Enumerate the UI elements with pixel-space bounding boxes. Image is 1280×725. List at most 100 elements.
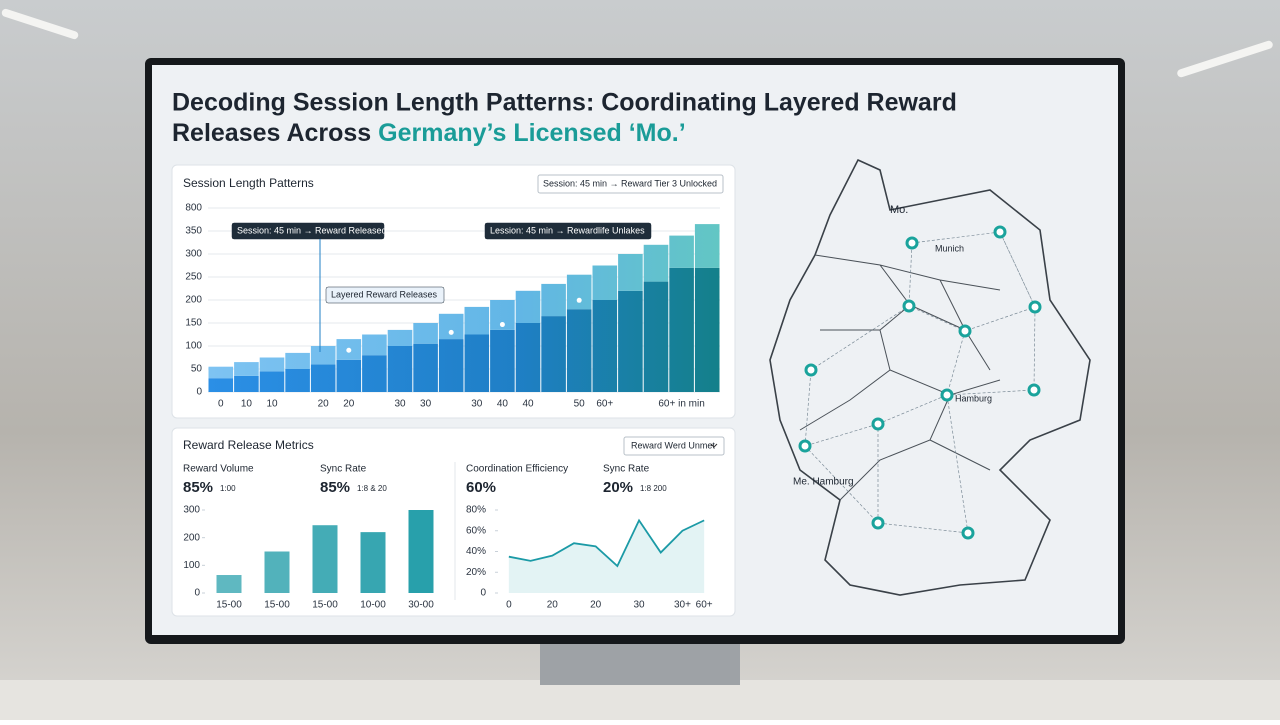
x-tick-label: 50 bbox=[574, 399, 586, 410]
bar-segment bbox=[694, 224, 720, 268]
bar-segment bbox=[387, 329, 413, 346]
node bbox=[871, 516, 885, 530]
x-tick-label: 30 bbox=[420, 399, 432, 410]
annotation-box bbox=[325, 286, 445, 304]
metric-label: Coordination Efficiency bbox=[466, 464, 568, 475]
bar-segment bbox=[669, 267, 694, 392]
monitor-stand bbox=[540, 640, 740, 685]
x-tick-label: 15-00 bbox=[312, 600, 338, 611]
dropdown[interactable] bbox=[623, 436, 725, 456]
metric-sub: 1:8 200 bbox=[640, 484, 667, 493]
x-tick-label: 20 bbox=[343, 399, 355, 410]
y-tick-label: 100 bbox=[185, 341, 202, 352]
node bbox=[905, 236, 919, 250]
bar-dot bbox=[576, 297, 582, 303]
x-tick-label: 20 bbox=[318, 399, 330, 410]
bar-segment bbox=[387, 346, 413, 392]
x-tick-label: 60+ bbox=[596, 399, 613, 410]
x-tick-label: 30 bbox=[633, 600, 645, 611]
metric-label: Reward Volume bbox=[183, 464, 254, 475]
metric-label: Sync Rate bbox=[320, 464, 367, 475]
y-tick-label: 350 bbox=[185, 226, 202, 237]
bar bbox=[312, 525, 338, 593]
bar-segment bbox=[362, 334, 387, 356]
bar-segment bbox=[669, 235, 694, 268]
y-tick-label: 0 bbox=[196, 387, 202, 398]
y-tick-label: 0 bbox=[480, 588, 486, 599]
bar-segment bbox=[541, 316, 566, 392]
y-tick-label: 40% bbox=[466, 546, 486, 557]
bar-segment bbox=[566, 309, 592, 392]
bar-segment bbox=[618, 290, 643, 392]
bar-segment bbox=[464, 334, 490, 392]
x-tick-label: 60+ bbox=[696, 600, 713, 611]
map: Mo. Munich Hamburg Me. Hamburg bbox=[769, 158, 1091, 596]
bar-segment bbox=[259, 357, 285, 372]
x-tick-label: 60+ in min bbox=[658, 399, 704, 410]
bar-dot bbox=[448, 329, 454, 335]
panel-title: Reward Release Metrics bbox=[183, 438, 314, 452]
metric-value: 20% bbox=[603, 479, 633, 496]
map-label: Munich bbox=[935, 243, 964, 253]
y-tick-label: 50 bbox=[191, 364, 203, 375]
bar-dot bbox=[346, 347, 352, 353]
metric-sub: 1:8 & 20 bbox=[357, 484, 387, 493]
x-tick-label: 15-00 bbox=[216, 600, 242, 611]
bar-segment bbox=[618, 254, 643, 291]
y-tick-label: 0 bbox=[194, 588, 200, 599]
x-tick-label: 0 bbox=[506, 600, 512, 611]
metric-value: 85% bbox=[320, 479, 350, 496]
bar-segment bbox=[643, 281, 669, 392]
map-label: Mo. bbox=[890, 204, 908, 216]
annotation: Layered Reward Releases bbox=[331, 289, 438, 299]
country-outline bbox=[769, 158, 1091, 596]
dropdown-text: Reward Werd Unmet bbox=[631, 440, 715, 450]
bar-segment bbox=[285, 369, 310, 392]
metric-value: 60% bbox=[466, 479, 496, 496]
x-tick-label: 20 bbox=[547, 600, 559, 611]
x-tick-label: 10 bbox=[241, 399, 253, 410]
bar bbox=[216, 575, 242, 593]
node bbox=[1027, 383, 1041, 397]
node bbox=[871, 417, 885, 431]
x-tick-label: 20 bbox=[590, 600, 602, 611]
bar-segment bbox=[464, 306, 490, 335]
y-tick-label: 250 bbox=[185, 272, 202, 283]
title: Decoding Session Length Patterns: Coordi… bbox=[172, 89, 957, 117]
desk bbox=[0, 680, 1280, 720]
x-tick-label: 15-00 bbox=[264, 600, 290, 611]
y-tick-label: 800 bbox=[185, 203, 202, 214]
title: Releases Across Germany’s Licensed ‘Mo.’ bbox=[172, 119, 686, 147]
bar-segment bbox=[310, 346, 336, 365]
y-tick-label: 150 bbox=[185, 318, 202, 329]
bar-segment bbox=[362, 355, 387, 392]
y-tick-label: 300 bbox=[183, 505, 200, 516]
title-part: Releases Across bbox=[172, 119, 378, 147]
x-tick-label: 0 bbox=[218, 399, 224, 410]
bar bbox=[360, 532, 386, 593]
annotation-box bbox=[231, 222, 385, 240]
y-tick-label: 300 bbox=[185, 249, 202, 260]
bar-segment bbox=[413, 323, 438, 344]
y-tick-label: 200 bbox=[185, 295, 202, 306]
bar-segment bbox=[310, 364, 336, 392]
bar-segment bbox=[541, 283, 566, 317]
y-tick-label: 60% bbox=[466, 525, 486, 536]
metric-sub: 1:00 bbox=[220, 484, 236, 493]
bar-segment bbox=[438, 313, 464, 340]
panel-title: Session Length Patterns bbox=[183, 176, 314, 190]
bar bbox=[408, 510, 434, 593]
metric-value: 85% bbox=[183, 479, 213, 496]
x-tick-label: 10-00 bbox=[360, 600, 386, 611]
bar-segment bbox=[234, 375, 259, 392]
y-tick-label: 80% bbox=[466, 505, 486, 516]
y-tick-label: 20% bbox=[466, 567, 486, 578]
annotation: Lession: 45 min → Rewardlife Unlakes bbox=[490, 225, 645, 235]
bar-segment bbox=[515, 323, 541, 392]
bar-segment bbox=[259, 371, 285, 392]
bar-dot bbox=[499, 322, 505, 328]
line bbox=[508, 518, 705, 568]
metric-label: Sync Rate bbox=[603, 464, 650, 475]
